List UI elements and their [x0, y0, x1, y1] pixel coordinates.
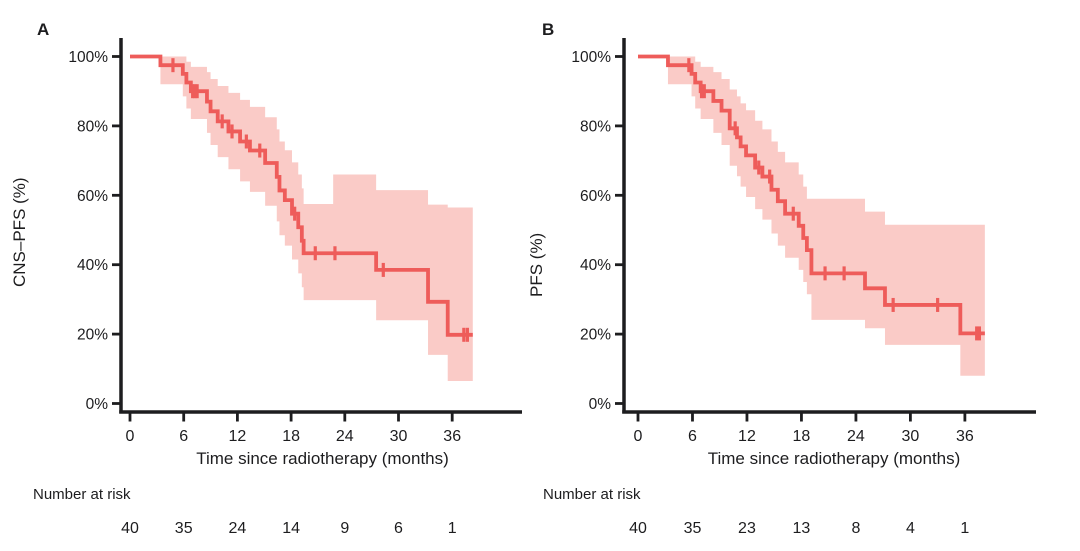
y-tick-label: 80% — [580, 118, 611, 135]
x-tick-label: 6 — [179, 428, 188, 445]
panel-b-risk-table-label: Number at risk — [543, 486, 641, 503]
y-tick-label: 80% — [77, 118, 108, 135]
x-tick-label: 36 — [443, 428, 461, 445]
confidence-band — [667, 56, 985, 376]
y-tick-label: 100% — [68, 49, 108, 66]
risk-count: 24 — [229, 520, 247, 537]
risk-count: 1 — [960, 520, 969, 537]
risk-count: 40 — [629, 520, 647, 537]
y-tick-label: 60% — [580, 188, 611, 205]
risk-count: 9 — [340, 520, 349, 537]
y-tick-label: 0% — [86, 396, 109, 413]
x-tick-label: 30 — [390, 428, 408, 445]
panel-a-x-axis-title: Time since radiotherapy (months) — [196, 449, 449, 468]
risk-count: 40 — [121, 520, 139, 537]
x-tick-label: 0 — [634, 428, 643, 445]
y-tick-label: 100% — [571, 49, 611, 66]
x-tick-label: 12 — [229, 428, 247, 445]
km-curve — [130, 54, 473, 337]
x-tick-label: 18 — [282, 428, 300, 445]
risk-count: 14 — [282, 520, 300, 537]
y-tick-label: 20% — [580, 327, 611, 344]
x-tick-label: 30 — [902, 428, 920, 445]
x-tick-label: 12 — [738, 428, 756, 445]
risk-count: 13 — [793, 520, 811, 537]
risk-count: 23 — [738, 520, 756, 537]
y-tick-label: 40% — [580, 257, 611, 274]
y-tick-label: 20% — [77, 327, 108, 344]
x-tick-label: 36 — [956, 428, 974, 445]
panel-b-letter: B — [542, 20, 555, 39]
panel-a-risk-table-label: Number at risk — [33, 486, 131, 503]
x-tick-label: 0 — [126, 428, 135, 445]
panel-b-x-axis-title: Time since radiotherapy (months) — [707, 449, 961, 468]
risk-count: 1 — [448, 520, 457, 537]
y-tick-label: 40% — [77, 257, 108, 274]
panel-a-letter: A — [37, 20, 50, 39]
y-tick-label: 60% — [77, 188, 108, 205]
risk-count: 8 — [851, 520, 860, 537]
x-tick-label: 6 — [688, 428, 697, 445]
risk-count: 35 — [684, 520, 702, 537]
x-tick-label: 24 — [336, 428, 354, 445]
risk-count: 6 — [394, 520, 403, 537]
panel-b-y-axis-title: PFS (%) — [527, 232, 546, 298]
risk-count: 35 — [175, 520, 193, 537]
x-tick-label: 24 — [847, 428, 865, 445]
confidence-band — [160, 56, 473, 381]
risk-count: 4 — [906, 520, 915, 537]
y-tick-label: 0% — [589, 396, 612, 413]
x-tick-label: 18 — [793, 428, 811, 445]
panel-a-y-axis-title: CNS–PFS (%) — [10, 177, 29, 287]
